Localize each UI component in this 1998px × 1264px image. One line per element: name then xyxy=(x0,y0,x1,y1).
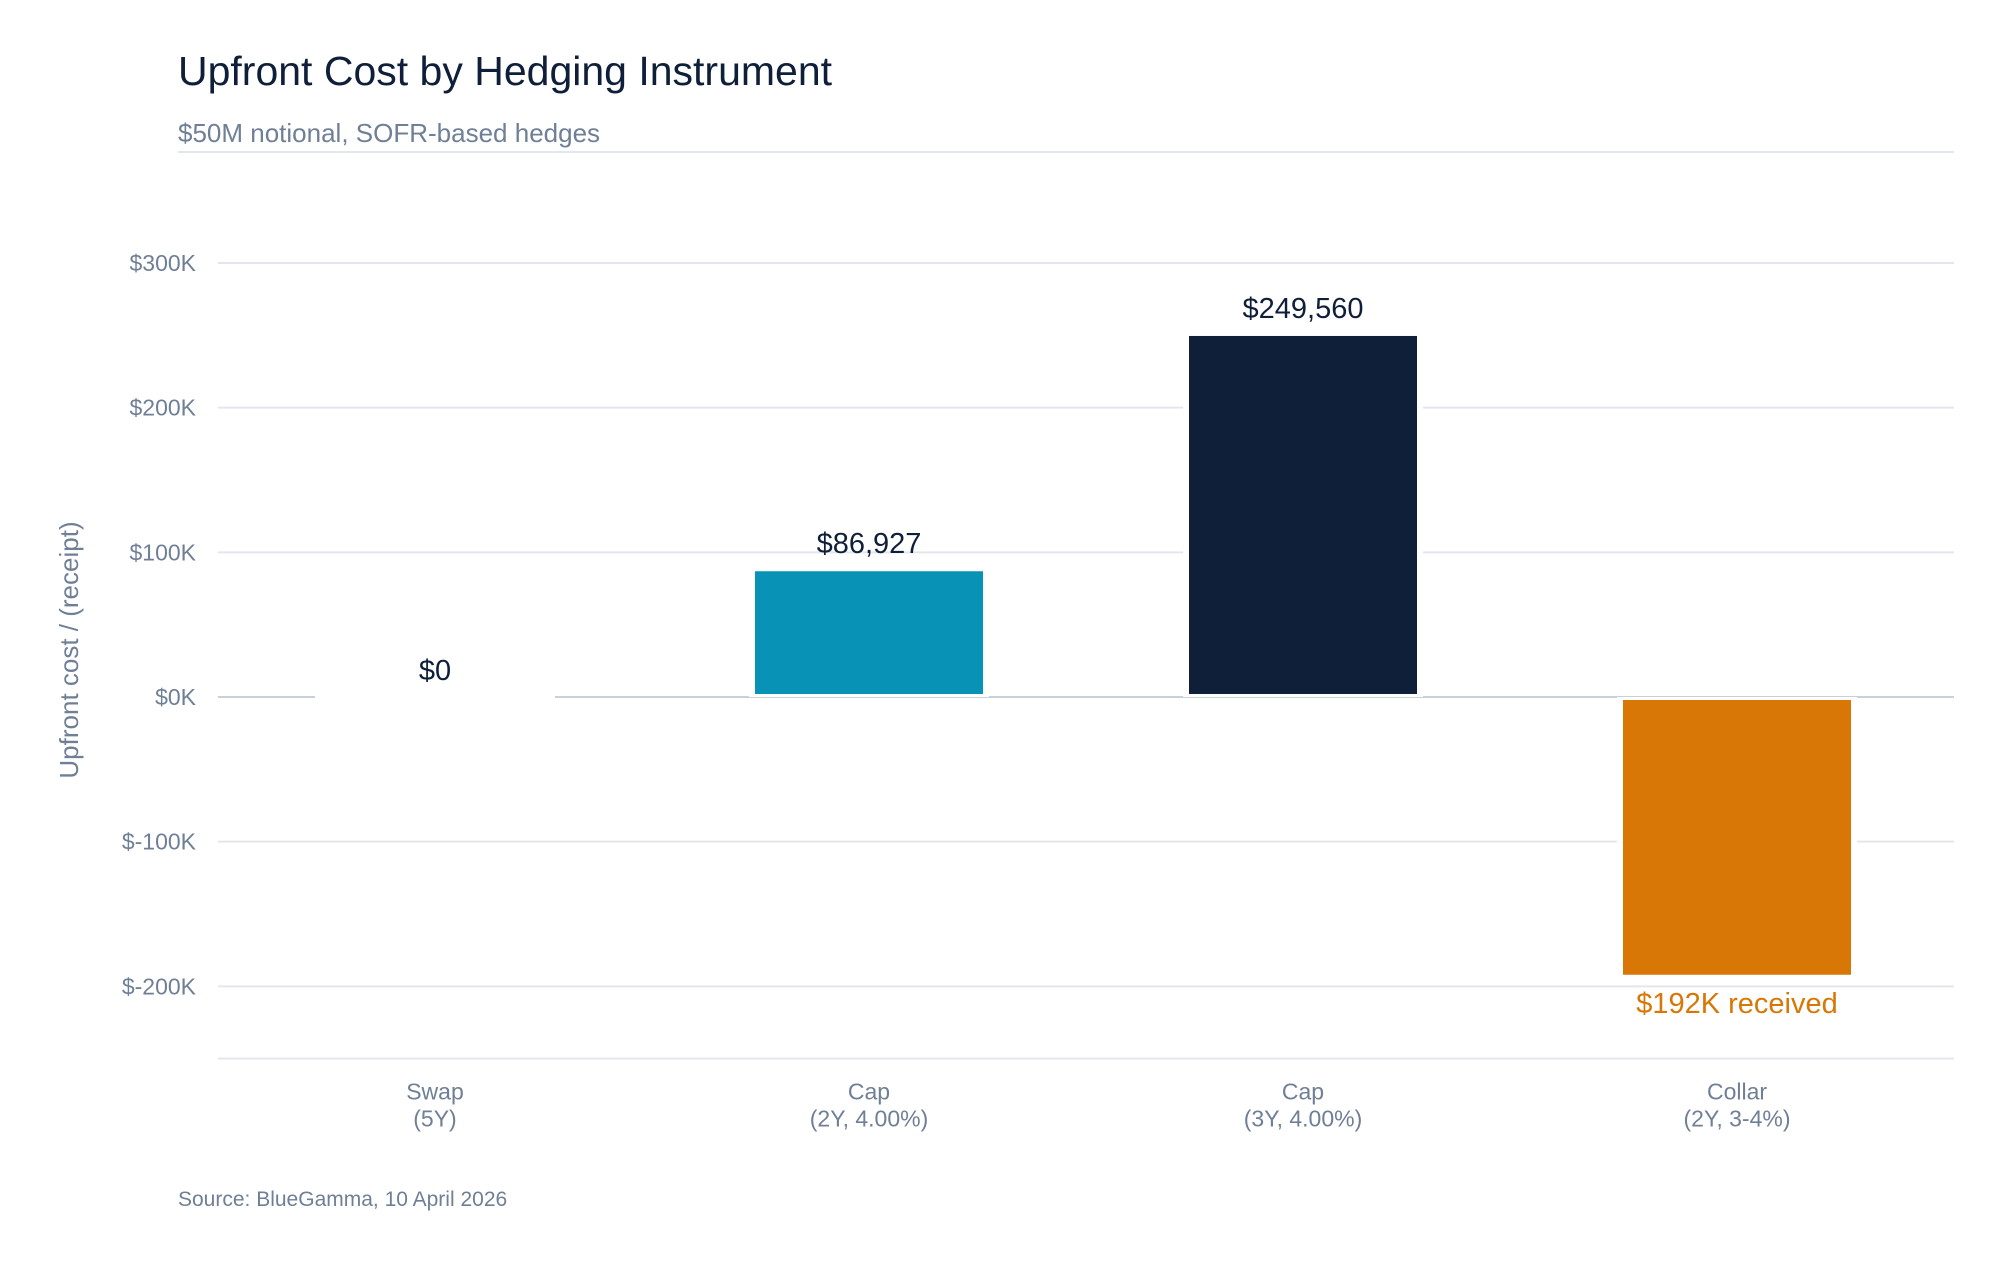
chart-title: Upfront Cost by Hedging Instrument xyxy=(178,48,833,94)
data-label: $0 xyxy=(419,655,451,687)
x-tick-sublabel: (3Y, 4.00%) xyxy=(1244,1106,1362,1132)
y-axis-ticks: $300K $200K $100K $0K $-100K $-200K xyxy=(122,250,197,999)
chart-subtitle: $50M notional, SOFR-based hedges xyxy=(178,118,601,148)
source-note: Source: BlueGamma, 10 April 2026 xyxy=(178,1188,508,1211)
header-divider xyxy=(178,151,1954,153)
bars xyxy=(315,332,1857,978)
x-tick-label: Cap xyxy=(1282,1079,1324,1105)
data-label: $249,560 xyxy=(1243,293,1364,325)
data-label: $86,927 xyxy=(817,528,922,560)
y-tick-label: $-100K xyxy=(122,829,197,855)
x-axis-ticks: Swap(5Y)Cap(2Y, 4.00%)Cap(3Y, 4.00%)Coll… xyxy=(406,1079,1790,1132)
x-tick-label: Cap xyxy=(848,1079,890,1105)
y-tick-label: $300K xyxy=(129,250,196,276)
y-axis-label: Upfront cost / (receipt) xyxy=(54,521,84,778)
data-labels: $0 $86,927 $249,560 $192K received xyxy=(419,293,1838,1020)
bar xyxy=(755,571,983,694)
bar-chart: $300K $200K $100K $0K $-100K $-200K $0 $86,927… xyxy=(54,250,1954,1132)
bar xyxy=(1623,700,1851,975)
y-tick-label: $100K xyxy=(129,539,196,565)
x-tick-sublabel: (5Y) xyxy=(413,1106,456,1132)
y-tick-label: $200K xyxy=(129,395,196,421)
y-tick-label: $-200K xyxy=(122,973,197,999)
x-tick-sublabel: (2Y, 3-4%) xyxy=(1684,1106,1791,1132)
x-tick-label: Swap xyxy=(406,1079,464,1105)
x-tick-label: Collar xyxy=(1707,1079,1767,1105)
data-label: $192K received xyxy=(1636,988,1838,1020)
y-tick-label: $0K xyxy=(155,684,197,710)
bar xyxy=(1189,335,1417,694)
x-tick-sublabel: (2Y, 4.00%) xyxy=(810,1106,928,1132)
bar-zero xyxy=(315,693,555,701)
